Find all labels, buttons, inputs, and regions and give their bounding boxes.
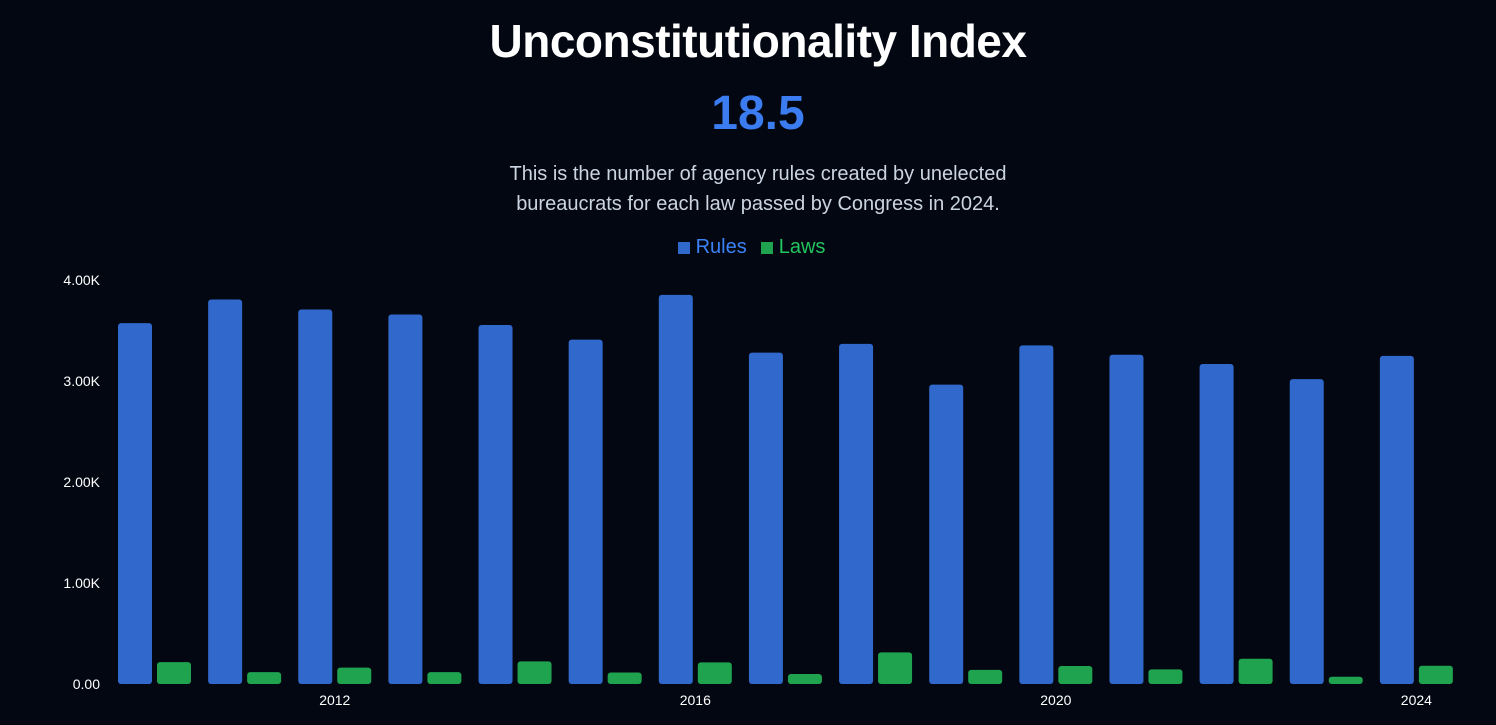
bar-laws-2024[interactable] xyxy=(1418,665,1453,684)
bar-laws-2023[interactable] xyxy=(1328,676,1363,684)
bar-laws-2010[interactable] xyxy=(157,662,191,684)
x-tick-label: 2024 xyxy=(1401,692,1432,708)
bar-rules-2014[interactable] xyxy=(478,325,513,684)
y-tick-label: 1.00K xyxy=(63,575,100,591)
bar-rules-2023[interactable] xyxy=(1289,379,1324,684)
bar-laws-2013[interactable] xyxy=(427,672,462,684)
bar-rules-2010[interactable] xyxy=(118,323,152,684)
bar-rules-2019[interactable] xyxy=(929,384,964,684)
legend-item-rules[interactable]: Rules xyxy=(677,236,747,259)
x-tick-label: 2020 xyxy=(1040,692,1071,708)
index-description: This is the number of agency rules creat… xyxy=(509,163,1007,215)
bar-laws-2012[interactable] xyxy=(337,667,372,684)
bar-rules-2022[interactable] xyxy=(1199,364,1234,684)
bar-laws-2016[interactable] xyxy=(697,662,732,684)
bar-rules-2016[interactable] xyxy=(658,294,693,684)
chart-legend: Rules Laws xyxy=(0,236,1496,259)
legend-swatch-laws xyxy=(760,241,773,254)
y-tick-label: 3.00K xyxy=(63,373,100,389)
bar-laws-2021[interactable] xyxy=(1148,669,1183,684)
y-tick-label: 0.00 xyxy=(73,676,100,692)
bar-laws-2017[interactable] xyxy=(787,674,822,684)
bar-rules-2015[interactable] xyxy=(568,339,603,684)
bar-laws-2020[interactable] xyxy=(1058,666,1093,684)
legend-item-laws[interactable]: Laws xyxy=(760,236,826,259)
bar-rules-2011[interactable] xyxy=(208,299,243,684)
bar-laws-2011[interactable] xyxy=(247,672,282,684)
bar-laws-2015[interactable] xyxy=(607,672,642,684)
bar-rules-2013[interactable] xyxy=(388,314,423,684)
bar-laws-2014[interactable] xyxy=(517,661,552,684)
bar-laws-2019[interactable] xyxy=(968,669,1003,684)
bar-rules-2021[interactable] xyxy=(1109,354,1144,684)
bar-laws-2022[interactable] xyxy=(1238,658,1273,684)
x-tick-label: 2016 xyxy=(680,692,711,708)
y-tick-label: 4.00K xyxy=(63,272,100,288)
bar-rules-2024[interactable] xyxy=(1379,355,1414,684)
chart-title: Unconstitutionality Index xyxy=(489,15,1027,67)
legend-label-laws: Laws xyxy=(778,236,826,258)
legend-swatch-rules xyxy=(677,241,690,254)
bar-rules-2018[interactable] xyxy=(839,343,874,684)
x-tick-label: 2012 xyxy=(319,692,350,708)
bar-rules-2020[interactable] xyxy=(1019,345,1054,684)
bar-laws-2018[interactable] xyxy=(878,652,913,684)
legend-label-rules: Rules xyxy=(695,236,747,258)
bar-rules-2017[interactable] xyxy=(748,352,783,684)
y-tick-label: 2.00K xyxy=(63,474,100,490)
bar-rules-2012[interactable] xyxy=(298,309,333,684)
index-value: 18.5 xyxy=(711,87,805,140)
